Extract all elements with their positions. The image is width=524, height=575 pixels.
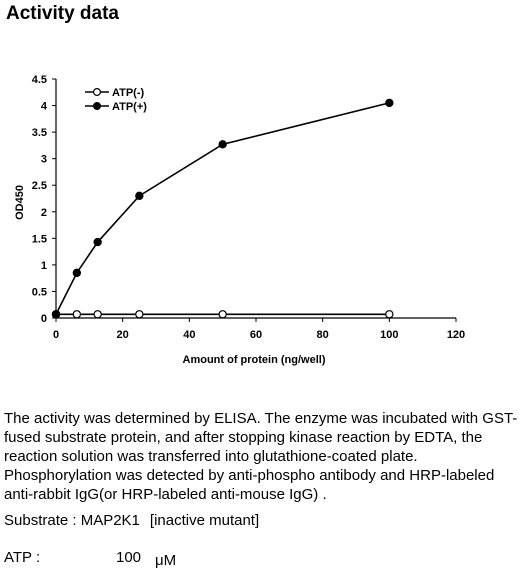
page-title: Activity data: [6, 3, 119, 24]
x-tick-label: 20: [117, 329, 129, 341]
x-tick-label: 40: [183, 329, 195, 341]
y-tick-label: 3.5: [32, 127, 47, 139]
y-tick-label: 4.5: [32, 74, 47, 86]
atp-value: 100: [116, 549, 142, 566]
y-tick-label: 0.5: [32, 286, 47, 298]
data-point-ATP(+): [93, 237, 102, 247]
y-tick-label: 3: [41, 154, 47, 166]
y-tick-label: 0: [41, 313, 47, 325]
activity-chart: 0 0.5 1 1.5 2 2.5 3 3.5 4 4.5 0 20 40 60 80 100 120 Amoun…: [14, 74, 465, 366]
legend-marker-ATP(-): [92, 87, 101, 96]
legend-label: ATP(+): [112, 101, 147, 113]
y-tick-label: 1.5: [32, 233, 47, 245]
data-point-ATP(-): [93, 310, 102, 319]
y-tick-label: 4: [41, 101, 48, 113]
data-point-ATP(-): [135, 310, 144, 319]
y-tick-label: 2: [41, 207, 47, 219]
data-point-ATP(-): [385, 310, 394, 319]
x-tick-label: 80: [317, 329, 329, 341]
atp-label: ATP :: [4, 549, 41, 566]
x-tick-label: 60: [250, 329, 262, 341]
assay-description: The activity was determined by ELISA. Th…: [4, 410, 518, 503]
atp-line: ATP : 100 μM: [4, 549, 177, 569]
y-tick-label: 1: [41, 260, 47, 272]
data-point-ATP(+): [218, 140, 227, 149]
series-line-ATP(+): [55, 102, 390, 315]
data-point-ATP(-): [218, 310, 227, 319]
data-point-ATP(+): [385, 98, 394, 108]
substrate-label: Substrate : MAP2K1: [4, 512, 140, 529]
data-point-ATP(+): [72, 268, 82, 278]
x-tick-label: 120: [447, 329, 465, 341]
substrate-value: [inactive mutant]: [149, 512, 260, 529]
x-tick-label: 0: [53, 329, 59, 341]
x-tick-label: 100: [380, 329, 398, 341]
substrate-line: Substrate : MAP2K1 [inactive mutant]: [4, 512, 259, 529]
legend-marker-ATP(+): [92, 101, 101, 110]
data-point-ATP(-): [72, 310, 82, 319]
data-point-ATP(+): [51, 310, 61, 319]
y-axis-title: OD450: [14, 185, 26, 220]
data-point-ATP(+): [135, 191, 144, 201]
legend-label: ATP(-): [112, 87, 145, 99]
y-tick-label: 2.5: [32, 180, 47, 192]
x-axis-title: Amount of protein (ng/well): [183, 354, 326, 366]
atp-unit: μM: [155, 552, 177, 569]
